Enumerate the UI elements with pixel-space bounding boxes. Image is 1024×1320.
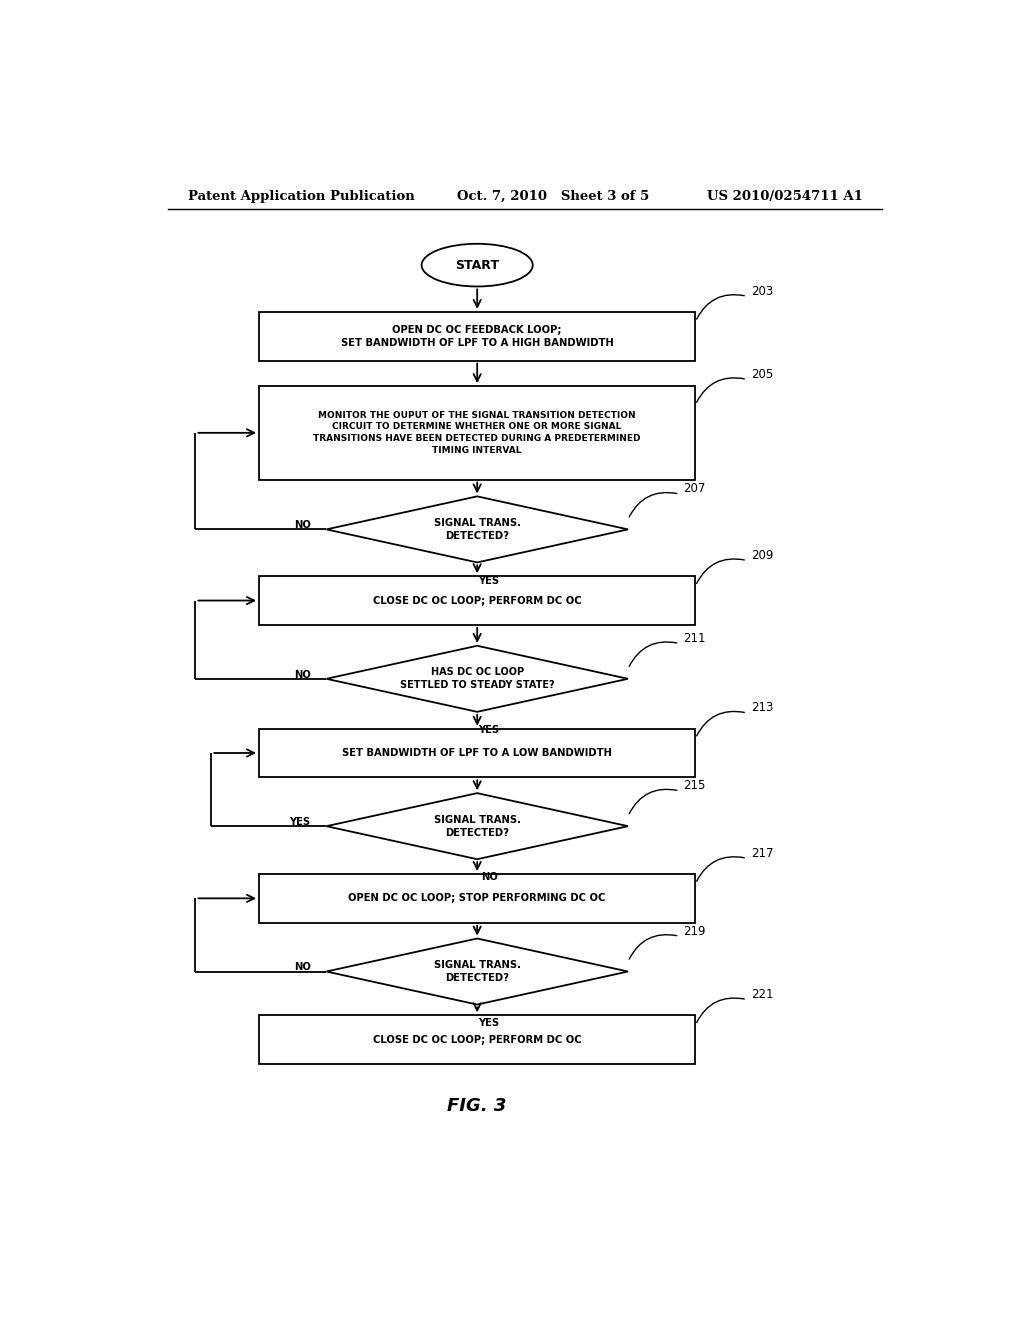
Bar: [259, 385, 695, 479]
Text: 221: 221: [751, 987, 773, 1001]
Text: 211: 211: [684, 632, 706, 645]
Text: NO: NO: [294, 520, 310, 531]
Text: YES: YES: [478, 725, 500, 735]
Text: SIGNAL TRANS.
DETECTED?: SIGNAL TRANS. DETECTED?: [434, 814, 520, 838]
Text: 203: 203: [751, 285, 773, 297]
Text: SIGNAL TRANS.
DETECTED?: SIGNAL TRANS. DETECTED?: [434, 517, 520, 541]
Bar: [259, 1015, 695, 1064]
Text: 219: 219: [684, 924, 706, 937]
Text: Oct. 7, 2010   Sheet 3 of 5: Oct. 7, 2010 Sheet 3 of 5: [458, 190, 649, 202]
Bar: [259, 874, 695, 923]
Text: YES: YES: [290, 817, 310, 828]
Text: CLOSE DC OC LOOP; PERFORM DC OC: CLOSE DC OC LOOP; PERFORM DC OC: [373, 1035, 582, 1044]
Text: NO: NO: [294, 669, 310, 680]
Text: 207: 207: [684, 483, 706, 495]
Text: 215: 215: [684, 779, 706, 792]
Text: 217: 217: [751, 846, 773, 859]
Text: 205: 205: [751, 368, 773, 380]
Bar: [259, 576, 695, 624]
Text: NO: NO: [480, 873, 498, 883]
Bar: [259, 312, 695, 360]
Text: HAS DC OC LOOP
SETTLED TO STEADY STATE?: HAS DC OC LOOP SETTLED TO STEADY STATE?: [399, 667, 555, 690]
Text: START: START: [456, 259, 499, 272]
Text: US 2010/0254711 A1: US 2010/0254711 A1: [708, 190, 863, 202]
Text: 213: 213: [751, 701, 773, 714]
Text: CLOSE DC OC LOOP; PERFORM DC OC: CLOSE DC OC LOOP; PERFORM DC OC: [373, 595, 582, 606]
Text: OPEN DC OC FEEDBACK LOOP;
SET BANDWIDTH OF LPF TO A HIGH BANDWIDTH: OPEN DC OC FEEDBACK LOOP; SET BANDWIDTH …: [341, 325, 613, 348]
Text: 209: 209: [751, 549, 773, 562]
Text: SET BANDWIDTH OF LPF TO A LOW BANDWIDTH: SET BANDWIDTH OF LPF TO A LOW BANDWIDTH: [342, 748, 612, 758]
Text: SIGNAL TRANS.
DETECTED?: SIGNAL TRANS. DETECTED?: [434, 960, 520, 983]
Text: OPEN DC OC LOOP; STOP PERFORMING DC OC: OPEN DC OC LOOP; STOP PERFORMING DC OC: [348, 894, 606, 903]
Text: NO: NO: [294, 962, 310, 973]
Bar: [259, 729, 695, 777]
Text: YES: YES: [478, 1018, 500, 1028]
Text: Patent Application Publication: Patent Application Publication: [187, 190, 415, 202]
Text: YES: YES: [478, 576, 500, 586]
Text: FIG. 3: FIG. 3: [447, 1097, 507, 1114]
Text: MONITOR THE OUPUT OF THE SIGNAL TRANSITION DETECTION
CIRCUIT TO DETERMINE WHETHE: MONITOR THE OUPUT OF THE SIGNAL TRANSITI…: [313, 411, 641, 455]
